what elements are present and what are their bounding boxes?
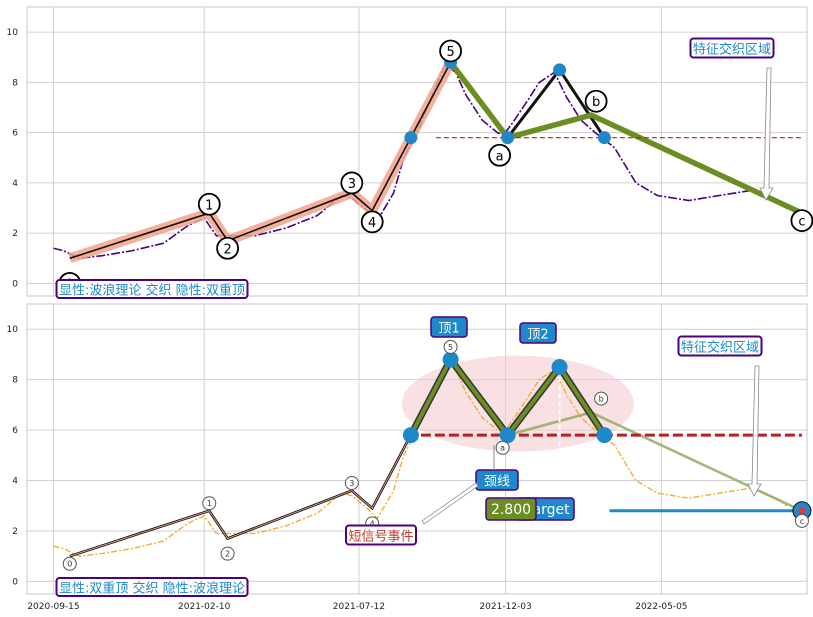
price-line: [53, 360, 788, 557]
top1-label-box: [430, 316, 468, 338]
zone-arrow: [747, 365, 762, 497]
pattern-point-marker: [551, 359, 568, 376]
wave-point-circle: [495, 440, 510, 455]
wave-point-label: 1: [207, 499, 212, 508]
wave-point-label: 1: [205, 198, 213, 213]
wave-point-label: c: [800, 517, 804, 526]
y-tick-label: 8: [12, 78, 18, 88]
y-tick-label: 2: [12, 527, 18, 537]
wave-point-circle: [443, 339, 458, 354]
wave-point-circle: [584, 89, 608, 113]
y-tick-label: 8: [12, 376, 18, 386]
wave-point-label: 4: [370, 519, 375, 528]
zone-label-box: [689, 37, 775, 59]
neck-label: 颈线: [484, 475, 510, 490]
neck-label-box: [475, 469, 519, 491]
wave-point-circle: [594, 391, 609, 406]
wave-point-circle: [360, 210, 384, 234]
wave-point-circle: [344, 476, 359, 491]
wave-point-label: 3: [348, 177, 356, 192]
wave-point-label: a: [500, 444, 505, 453]
y-tick-label: 10: [7, 325, 19, 335]
y-tick-label: 2: [12, 229, 18, 239]
wave-point-label: b: [599, 395, 604, 404]
zone-label-box: [677, 335, 763, 357]
pattern-point-marker: [553, 63, 567, 77]
y-tick-label: 0: [12, 577, 18, 587]
legend-label-box: [55, 279, 249, 299]
short-signal-arrow: [421, 482, 479, 525]
pattern-point-marker: [596, 427, 613, 444]
wave-point-label: 0: [67, 560, 72, 569]
wave-point-circle: [197, 192, 221, 216]
wave-point-circle: [216, 236, 240, 260]
y-tick-label: 4: [12, 179, 18, 189]
x-tick-label: 2022-05-05: [635, 602, 687, 612]
wave-impulse-line-inner: [69, 359, 452, 557]
wave-point-label: 5: [446, 45, 454, 60]
target-marker-core: [798, 507, 806, 515]
wave-point-circle: [62, 556, 77, 571]
top1-label: 顶1: [438, 322, 459, 337]
y-tick-label: 6: [12, 129, 18, 139]
x-tick-label: 2021-02-10: [178, 602, 231, 612]
double-top-zone: [401, 355, 634, 452]
top2-label: 顶2: [527, 328, 548, 343]
pattern-point-marker: [501, 131, 515, 145]
pattern-point-marker: [402, 427, 419, 444]
wave-point-circle: [220, 546, 235, 561]
pattern-point-marker: [404, 131, 418, 145]
wave-point-circle: [794, 513, 809, 528]
legend-label: 显性:双重顶 交织 隐性:波浪理论: [59, 581, 245, 597]
wave-impulse-line: [69, 61, 452, 260]
plot-frame: [26, 6, 808, 297]
x-tick-label: 2021-12-03: [479, 602, 531, 612]
wave-point-circle: [488, 143, 512, 167]
wave-point-circle: [439, 39, 463, 63]
target-value-box: [485, 497, 537, 521]
short-signal-label-box: [345, 524, 417, 546]
zone-label: 特征交织区域: [681, 340, 759, 356]
wave-point-circle: [790, 209, 813, 233]
wave-point-label: 4: [368, 216, 376, 231]
wave-point-label: 5: [448, 343, 453, 352]
wave-point-label: 2: [223, 242, 231, 257]
y-tick-label: 6: [12, 426, 18, 436]
wave-point-label: 2: [225, 550, 230, 559]
legend-label: 显性:波浪理论 交织 隐性:双重顶: [59, 283, 245, 299]
zone-arrow: [759, 67, 774, 201]
y-tick-label: 4: [12, 477, 18, 487]
top2-label-box: [519, 322, 557, 344]
y-tick-label: 0: [12, 279, 18, 289]
legend-label-box: [55, 577, 249, 597]
y-tick-label: 10: [7, 28, 19, 38]
wave-point-label: a: [496, 149, 504, 164]
wave-point-label: c: [798, 215, 805, 230]
pattern-point-marker: [597, 131, 611, 145]
pattern-point-marker: [499, 427, 516, 444]
zone-label: 特征交织区域: [693, 42, 771, 58]
short-signal-label: 短信号事件: [348, 530, 413, 545]
x-tick-label: 2020-09-15: [27, 602, 79, 612]
x-tick-label: 2021-07-12: [333, 602, 385, 612]
wave-point-label: 3: [349, 479, 354, 488]
pattern-point-marker: [442, 351, 459, 368]
wave-point-label: b: [592, 95, 600, 110]
wave-point-circle: [340, 171, 364, 195]
wave-point-circle: [202, 496, 217, 511]
wave-corrective-line: [448, 60, 804, 216]
plot-frame: [26, 303, 808, 595]
target-value: 2.800: [491, 502, 531, 518]
